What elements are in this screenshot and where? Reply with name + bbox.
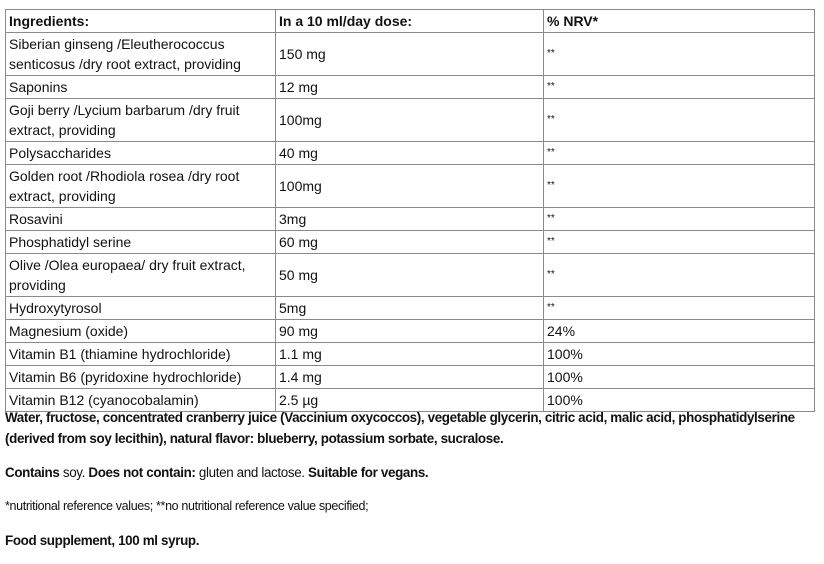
contains-value: soy.	[59, 465, 89, 480]
table-row: Siberian ginseng /Eleutherococcus sentic…	[5, 32, 815, 76]
ingredient-cell: Vitamin B12 (cyanocobalamin)	[5, 388, 276, 412]
ingredient-cell: Olive /Olea europaea/ dry fruit extract,…	[5, 253, 276, 297]
dose-cell: 2.5 µg	[275, 388, 544, 412]
nrv-cell: **	[543, 296, 815, 320]
ingredient-cell: Hydroxytyrosol	[5, 296, 276, 320]
dose-cell: 50 mg	[275, 253, 544, 297]
ingredients-list: Water, fructose, concentrated cranberry …	[5, 410, 795, 446]
nrv-cell: **	[543, 207, 815, 231]
not-contain-label: Does not contain:	[88, 465, 196, 480]
table-row: Magnesium (oxide) 90 mg 24%	[5, 319, 815, 343]
table-row: Vitamin B6 (pyridoxine hydrochloride) 1.4…	[5, 365, 815, 389]
dose-cell: 3mg	[275, 207, 544, 231]
nrv-cell: **	[543, 141, 815, 165]
nrv-cell: **	[543, 32, 815, 76]
nrv-cell: **	[543, 98, 815, 142]
footnote: *nutritional reference values; **no nutr…	[5, 499, 369, 513]
ingredient-cell: Saponins	[5, 75, 276, 99]
table-row: Saponins 12 mg **	[5, 75, 815, 99]
dose-cell: 1.4 mg	[275, 365, 544, 389]
nrv-cell: **	[543, 75, 815, 99]
dose-cell: 100mg	[275, 98, 544, 142]
table-row: Olive /Olea europaea/ dry fruit extract,…	[5, 253, 815, 297]
header-dose: In a 10 ml/day dose:	[275, 9, 544, 33]
table-header-row: Ingredients: In a 10 ml/day dose: % NRV*	[5, 9, 815, 33]
vegan-label: Suitable for vegans.	[308, 465, 429, 480]
table-row: Hydroxytyrosol 5mg **	[5, 296, 815, 320]
not-contain-value: gluten and lactose.	[195, 465, 309, 480]
dose-cell: 60 mg	[275, 230, 544, 254]
contains-label: Contains	[5, 465, 60, 480]
ingredient-cell: Siberian ginseng /Eleutherococcus sentic…	[5, 32, 276, 76]
nrv-cell: 100%	[543, 388, 815, 412]
ingredient-cell: Magnesium (oxide)	[5, 319, 276, 343]
table-row: Vitamin B1 (thiamine hydrochloride) 1.1 m…	[5, 342, 815, 366]
dose-cell: 40 mg	[275, 141, 544, 165]
nrv-cell: 24%	[543, 319, 815, 343]
ingredient-cell: Vitamin B1 (thiamine hydrochloride)	[5, 342, 276, 366]
ingredient-cell: Goji berry /Lycium barbarum /dry fruit e…	[5, 98, 276, 142]
nrv-cell: **	[543, 253, 815, 297]
table-row: Vitamin B12 (cyanocobalamin) 2.5 µg 100%	[5, 388, 815, 412]
allergen-info: Contains soy. Does not contain: gluten a…	[5, 462, 820, 483]
dose-cell: 90 mg	[275, 319, 544, 343]
product-notes: Water, fructose, concentrated cranberry …	[5, 407, 820, 564]
nrv-cell: 100%	[543, 365, 815, 389]
ingredient-cell: Rosavini	[5, 207, 276, 231]
ingredient-cell: Phosphatidyl serine	[5, 230, 276, 254]
dose-cell: 12 mg	[275, 75, 544, 99]
table-row: Rosavini 3mg **	[5, 207, 815, 231]
nutrition-table: Ingredients: In a 10 ml/day dose: % NRV*…	[5, 9, 815, 412]
nrv-cell: **	[543, 164, 815, 208]
ingredient-cell: Golden root /Rhodiola rosea /dry root ex…	[5, 164, 276, 208]
dose-cell: 1.1 mg	[275, 342, 544, 366]
header-ingredients: Ingredients:	[5, 9, 276, 33]
dose-cell: 100mg	[275, 164, 544, 208]
header-nrv: % NRV*	[543, 9, 815, 33]
ingredient-cell: Polysaccharides	[5, 141, 276, 165]
nrv-cell: 100%	[543, 342, 815, 366]
table-row: Phosphatidyl serine 60 mg **	[5, 230, 815, 254]
nrv-cell: **	[543, 230, 815, 254]
table-row: Golden root /Rhodiola rosea /dry root ex…	[5, 164, 815, 208]
table-row: Goji berry /Lycium barbarum /dry fruit e…	[5, 98, 815, 142]
dose-cell: 150 mg	[275, 32, 544, 76]
ingredient-cell: Vitamin B6 (pyridoxine hydrochloride)	[5, 365, 276, 389]
product-description: Food supplement, 100 ml syrup.	[5, 533, 200, 548]
table-row: Polysaccharides 40 mg **	[5, 141, 815, 165]
dose-cell: 5mg	[275, 296, 544, 320]
